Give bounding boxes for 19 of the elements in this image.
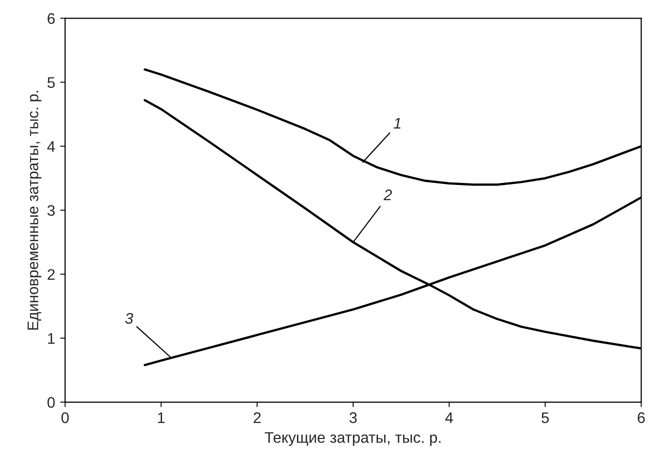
annotation: 2: [384, 189, 392, 200]
annotation: 1: [394, 118, 400, 129]
annotation: 3: [125, 312, 134, 324]
x-axis-title: Текущие затраты, тыс. р.: [264, 432, 440, 446]
x-tick-label: 4: [445, 412, 453, 423]
y-tick-label: 4: [47, 141, 55, 152]
x-tick-label: 1: [158, 412, 165, 423]
y-tick-label: 3: [47, 205, 55, 216]
x-tick-label: 2: [254, 412, 261, 423]
x-tick-label: 3: [350, 412, 357, 424]
y-tick-label: 6: [48, 13, 55, 24]
y-tick-label: 0: [47, 397, 55, 408]
y-tick-label: 2: [48, 269, 55, 280]
y-tick-label: 1: [48, 333, 55, 344]
x-tick-label: 5: [542, 412, 549, 424]
y-tick-label: 5: [47, 77, 55, 88]
y-axis-title: Единовременные затраты, тыс. р.: [28, 90, 42, 330]
x-tick-label: 0: [61, 412, 69, 424]
x-tick-label: 6: [638, 412, 645, 424]
